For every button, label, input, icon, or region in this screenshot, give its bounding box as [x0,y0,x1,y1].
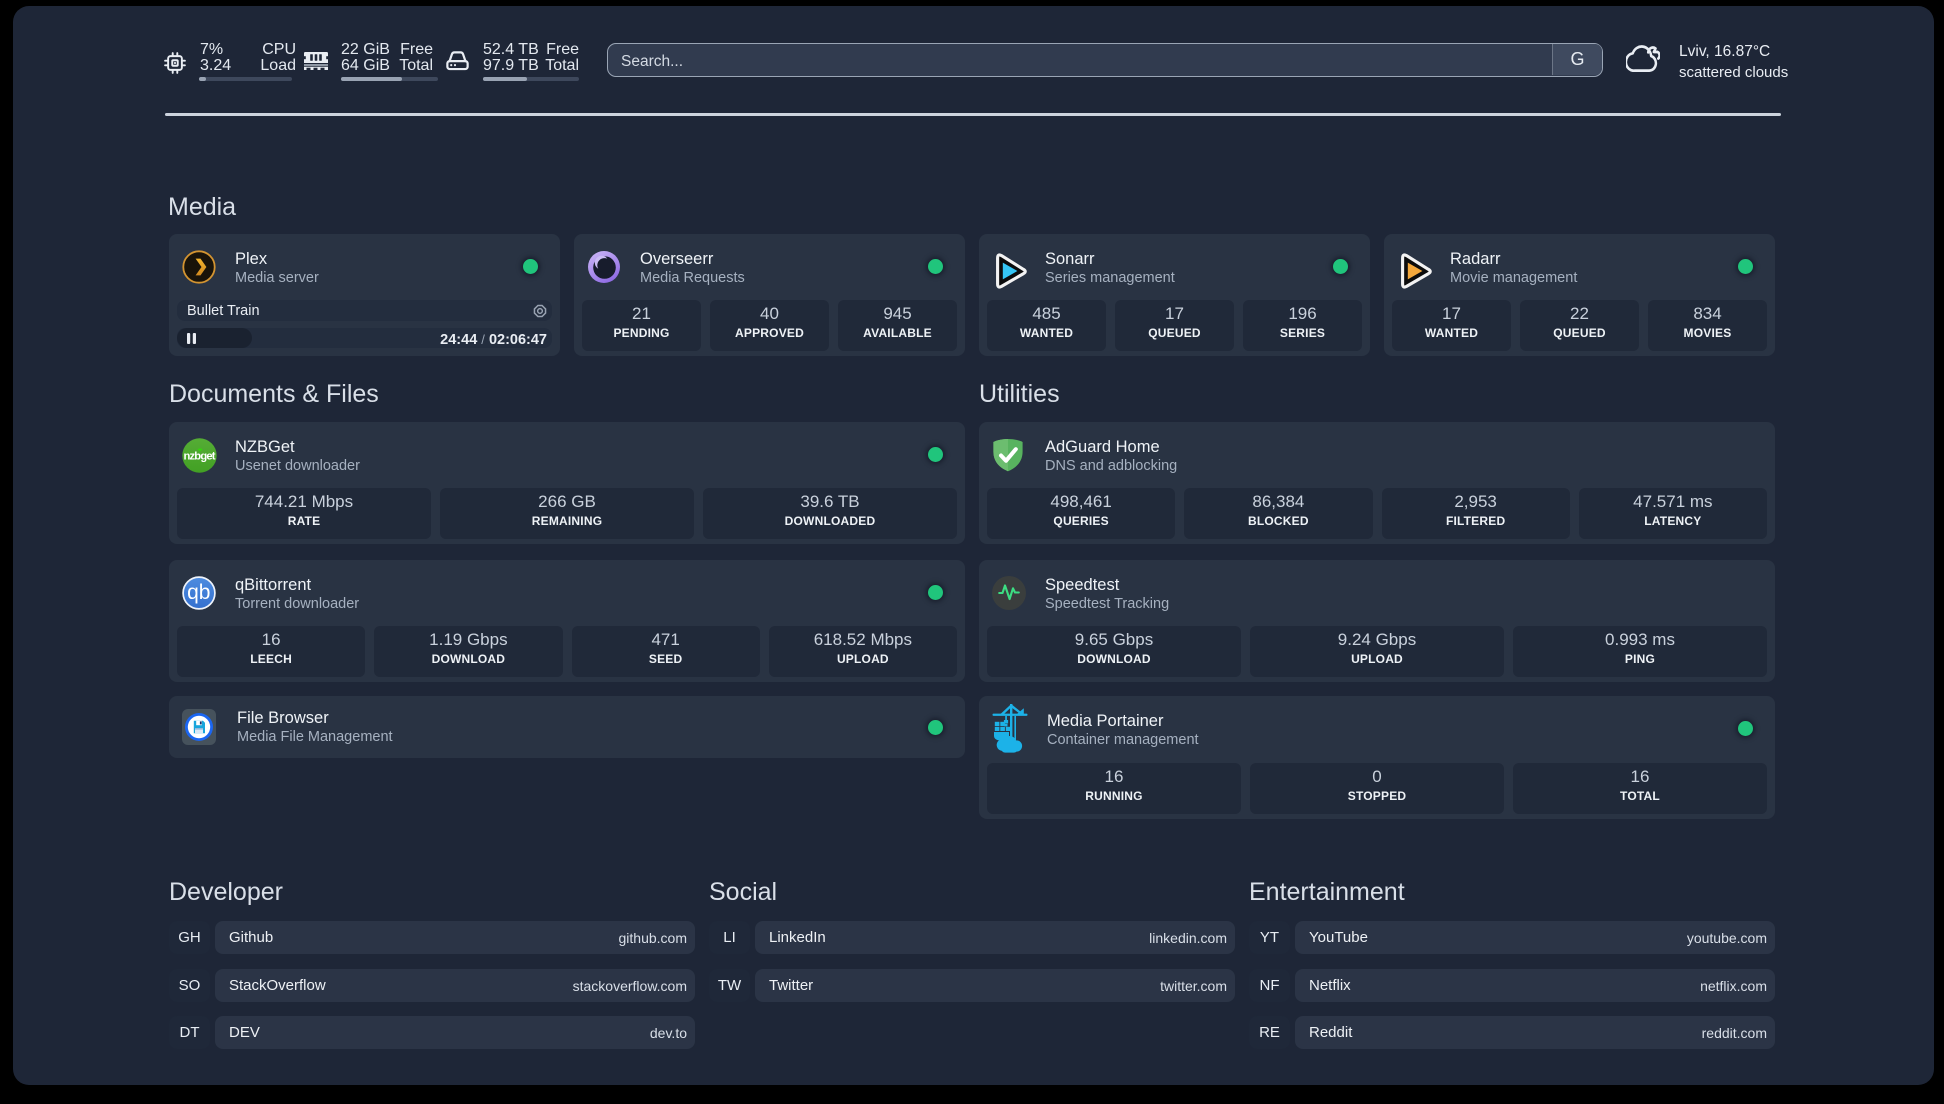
svg-text:nzbget: nzbget [184,451,216,463]
svg-text:qb: qb [187,581,210,604]
